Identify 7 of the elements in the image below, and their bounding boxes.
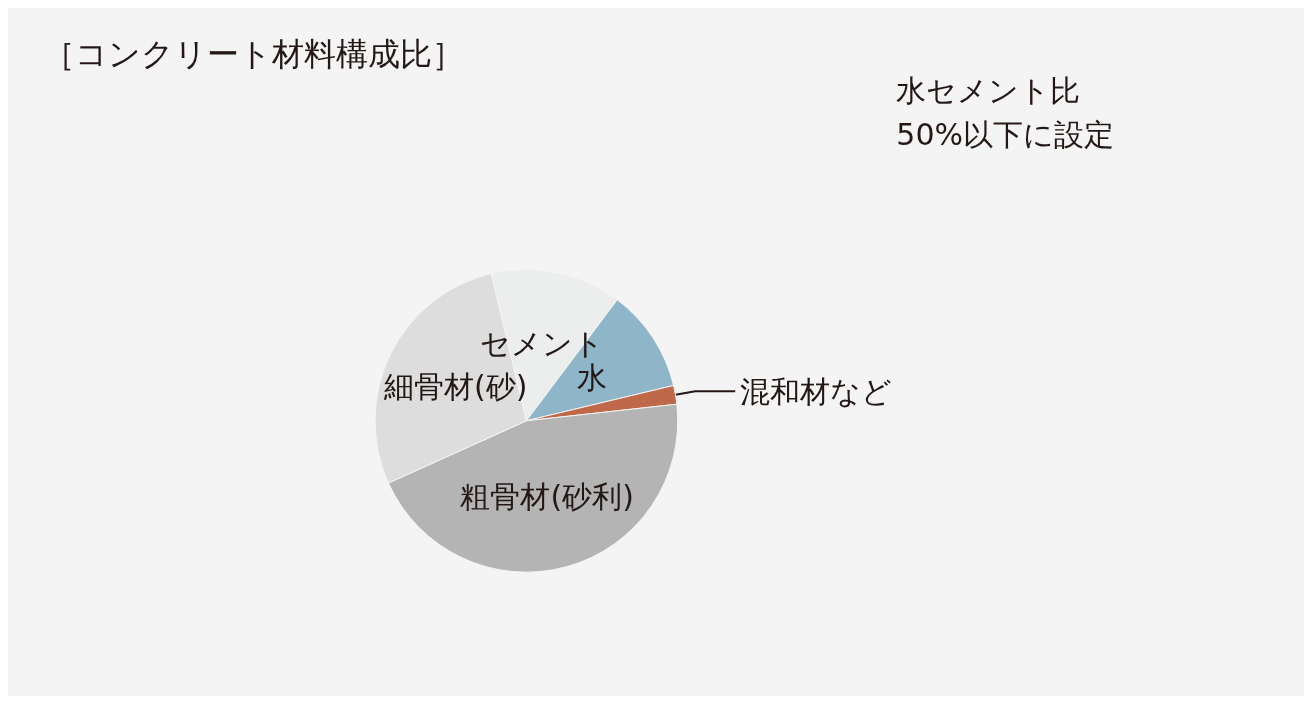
slice-label: 粗骨材(砂利) [460, 479, 634, 515]
slice-label: 細骨材(砂) [383, 368, 528, 404]
slice-label: 混和材など [740, 373, 893, 409]
text: 水セメント比 50%以下に設定 [896, 72, 1115, 152]
slice-label: 水 [577, 360, 608, 396]
slice-label: セメント [480, 326, 605, 362]
chart-title: ［コンクリート材料構成比］ [43, 35, 464, 73]
